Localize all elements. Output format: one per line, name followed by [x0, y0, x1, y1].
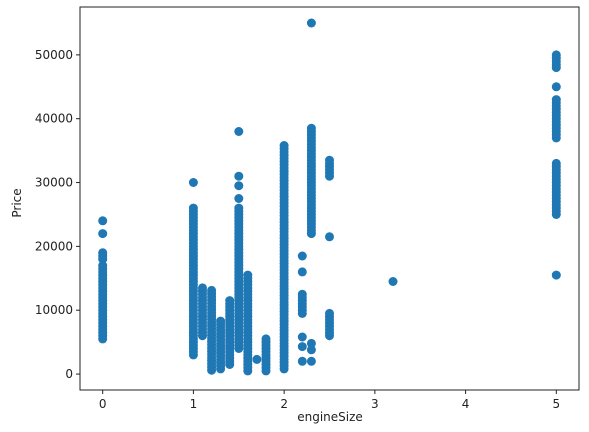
data-point [306, 18, 316, 28]
data-point [234, 181, 244, 191]
data-point [551, 82, 561, 92]
data-point [297, 267, 307, 277]
data-point [325, 232, 334, 242]
x-axis-label: engineSize [297, 410, 363, 424]
data-point [98, 229, 108, 239]
data-point [243, 270, 253, 280]
data-point [234, 194, 244, 203]
data-point [188, 203, 198, 213]
data-point [297, 289, 307, 299]
data-point [297, 251, 307, 261]
y-axis: 0 10000 20000 30000 40000 50000 [35, 48, 80, 381]
data-point [388, 277, 398, 286]
y-tick-label: 0 [65, 367, 73, 381]
data-point [234, 203, 244, 213]
data-point [306, 338, 316, 348]
y-tick-label: 20000 [35, 239, 73, 253]
y-tick-label: 10000 [35, 303, 73, 317]
data-point [279, 141, 289, 150]
data-point [551, 158, 561, 168]
y-tick-label: 40000 [35, 112, 73, 126]
y-tick-label: 30000 [35, 176, 73, 190]
y-axis-label: Price [10, 188, 24, 217]
x-tick-label: 3 [371, 397, 379, 411]
data-point [225, 296, 235, 306]
data-point [207, 285, 217, 295]
x-axis: 0 1 2 3 4 5 [99, 390, 560, 411]
data-point [252, 354, 262, 364]
data-point [198, 283, 207, 293]
plot-frame [79, 6, 580, 391]
x-tick-label: 1 [190, 397, 198, 411]
y-tick-label: 50000 [35, 48, 73, 62]
data-point [306, 123, 316, 133]
x-tick-label: 2 [280, 397, 288, 411]
data-point [297, 332, 307, 342]
data-point [98, 254, 108, 264]
data-point [98, 216, 108, 226]
data-point [216, 316, 226, 326]
data-point [325, 155, 334, 165]
data-point [98, 261, 108, 270]
data-point [188, 178, 198, 187]
data-point [551, 270, 561, 280]
data-point [234, 171, 244, 181]
x-tick-label: 0 [99, 397, 107, 411]
data-point [325, 308, 334, 318]
x-tick-label: 5 [552, 397, 560, 411]
data-point [234, 127, 244, 136]
data-point [297, 342, 307, 352]
points-layer [98, 18, 561, 376]
x-tick-label: 4 [462, 397, 470, 411]
data-point [261, 334, 271, 344]
data-point [551, 95, 561, 105]
data-point [306, 345, 316, 355]
data-point [306, 356, 316, 366]
data-point [551, 50, 561, 60]
data-point [297, 356, 307, 366]
